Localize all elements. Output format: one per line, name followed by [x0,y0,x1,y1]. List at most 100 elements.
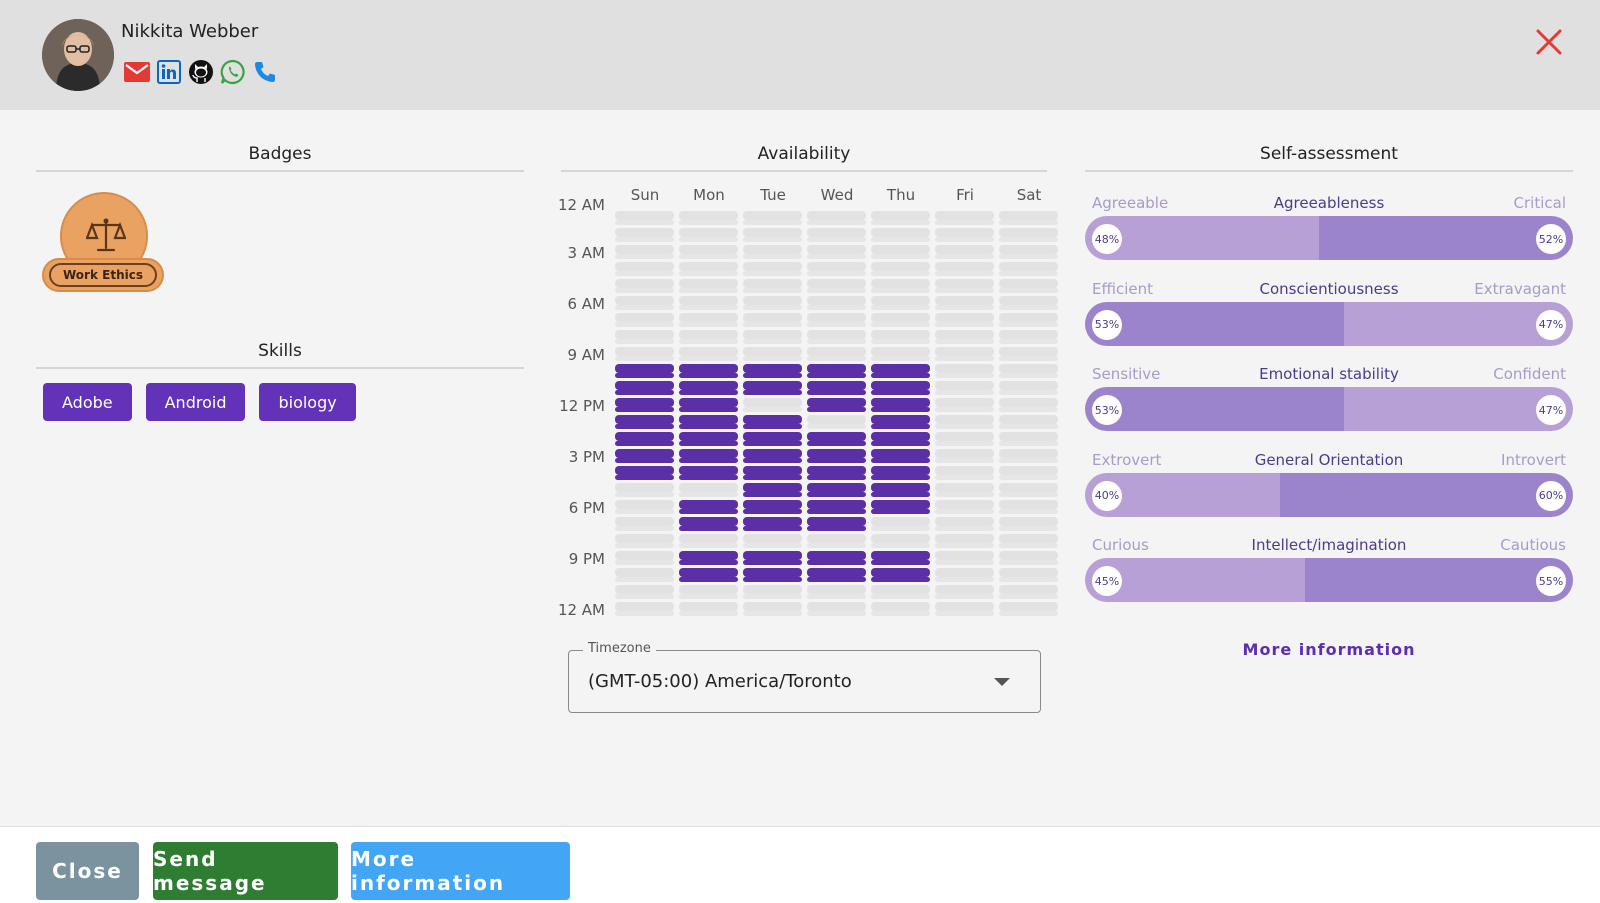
unavailable-slot[interactable] [999,492,1058,497]
unavailable-slot[interactable] [871,517,930,526]
available-slot[interactable] [615,458,674,463]
unavailable-slot[interactable] [999,458,1058,463]
unavailable-slot[interactable] [935,449,994,458]
unavailable-slot[interactable] [999,305,1058,310]
unavailable-slot[interactable] [871,585,930,594]
unavailable-slot[interactable] [743,237,802,242]
unavailable-slot[interactable] [743,594,802,599]
unavailable-slot[interactable] [615,288,674,293]
unavailable-slot[interactable] [615,517,674,526]
unavailable-slot[interactable] [743,407,802,412]
unavailable-slot[interactable] [935,483,994,492]
available-slot[interactable] [743,526,802,531]
unavailable-slot[interactable] [743,262,802,271]
unavailable-slot[interactable] [871,330,930,339]
available-slot[interactable] [871,398,930,407]
unavailable-slot[interactable] [743,356,802,361]
unavailable-slot[interactable] [807,339,866,344]
unavailable-slot[interactable] [807,330,866,339]
available-slot[interactable] [743,390,802,395]
available-slot[interactable] [807,483,866,492]
phone-icon[interactable] [252,59,278,85]
unavailable-slot[interactable] [615,228,674,237]
unavailable-slot[interactable] [679,211,738,220]
unavailable-slot[interactable] [999,245,1058,254]
unavailable-slot[interactable] [743,279,802,288]
unavailable-slot[interactable] [615,254,674,259]
unavailable-slot[interactable] [999,390,1058,395]
unavailable-slot[interactable] [615,585,674,594]
unavailable-slot[interactable] [871,296,930,305]
unavailable-slot[interactable] [615,356,674,361]
unavailable-slot[interactable] [935,228,994,237]
unavailable-slot[interactable] [935,339,994,344]
available-slot[interactable] [679,475,738,480]
unavailable-slot[interactable] [871,543,930,548]
available-slot[interactable] [871,441,930,446]
unavailable-slot[interactable] [999,534,1058,543]
unavailable-slot[interactable] [807,220,866,225]
available-slot[interactable] [615,424,674,429]
unavailable-slot[interactable] [743,330,802,339]
unavailable-slot[interactable] [999,407,1058,412]
available-slot[interactable] [807,517,866,526]
unavailable-slot[interactable] [807,602,866,611]
unavailable-slot[interactable] [743,611,802,616]
unavailable-slot[interactable] [807,296,866,305]
available-slot[interactable] [743,424,802,429]
unavailable-slot[interactable] [935,313,994,322]
unavailable-slot[interactable] [807,305,866,310]
unavailable-slot[interactable] [679,279,738,288]
available-slot[interactable] [807,509,866,514]
unavailable-slot[interactable] [807,211,866,220]
available-slot[interactable] [807,560,866,565]
unavailable-slot[interactable] [679,288,738,293]
unavailable-slot[interactable] [615,543,674,548]
unavailable-slot[interactable] [807,347,866,356]
unavailable-slot[interactable] [999,373,1058,378]
unavailable-slot[interactable] [615,602,674,611]
more-information-button[interactable]: More information [351,842,570,900]
unavailable-slot[interactable] [807,262,866,271]
linkedin-icon[interactable] [156,59,182,85]
unavailable-slot[interactable] [935,585,994,594]
available-slot[interactable] [807,526,866,531]
unavailable-slot[interactable] [807,254,866,259]
skill-chip[interactable]: biology [259,383,356,421]
unavailable-slot[interactable] [679,254,738,259]
unavailable-slot[interactable] [999,441,1058,446]
unavailable-slot[interactable] [935,398,994,407]
available-slot[interactable] [679,373,738,378]
skill-chip[interactable]: Android [145,383,246,421]
unavailable-slot[interactable] [679,237,738,242]
unavailable-slot[interactable] [935,594,994,599]
available-slot[interactable] [807,458,866,463]
unavailable-slot[interactable] [871,237,930,242]
available-slot[interactable] [679,390,738,395]
unavailable-slot[interactable] [679,220,738,225]
unavailable-slot[interactable] [807,356,866,361]
unavailable-slot[interactable] [679,296,738,305]
unavailable-slot[interactable] [935,322,994,327]
available-slot[interactable] [871,432,930,441]
available-slot[interactable] [615,407,674,412]
unavailable-slot[interactable] [999,543,1058,548]
unavailable-slot[interactable] [935,245,994,254]
unavailable-slot[interactable] [871,322,930,327]
unavailable-slot[interactable] [807,543,866,548]
unavailable-slot[interactable] [615,279,674,288]
available-slot[interactable] [743,483,802,492]
unavailable-slot[interactable] [807,288,866,293]
unavailable-slot[interactable] [999,271,1058,276]
unavailable-slot[interactable] [615,220,674,225]
unavailable-slot[interactable] [935,381,994,390]
skill-chip[interactable]: Adobe [43,383,132,421]
available-slot[interactable] [679,364,738,373]
unavailable-slot[interactable] [743,228,802,237]
unavailable-slot[interactable] [743,543,802,548]
unavailable-slot[interactable] [935,347,994,356]
unavailable-slot[interactable] [743,211,802,220]
unavailable-slot[interactable] [615,330,674,339]
available-slot[interactable] [807,432,866,441]
available-slot[interactable] [743,577,802,582]
